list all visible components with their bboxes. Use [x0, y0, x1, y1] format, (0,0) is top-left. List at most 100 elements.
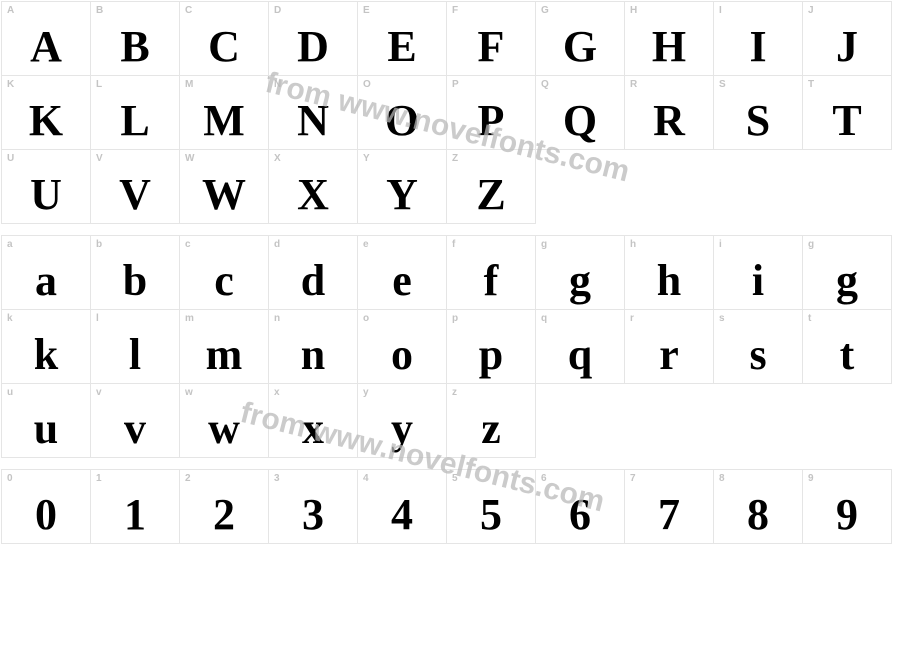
cell-label: S [719, 79, 726, 90]
cell-glyph: 6 [536, 493, 624, 537]
cell-label: T [808, 79, 814, 90]
cell-glyph: J [803, 25, 891, 69]
cell-label: Q [541, 79, 549, 90]
cell-label: q [541, 313, 547, 324]
cell-label: J [808, 5, 814, 16]
cell-glyph: t [803, 333, 891, 377]
cell-glyph: B [91, 25, 179, 69]
cell-label: O [363, 79, 371, 90]
cell-glyph: 2 [180, 493, 268, 537]
glyph-cell: MM [179, 75, 269, 150]
glyph-row: KKLLMMNNOOPPQQRRSSTT [2, 76, 909, 150]
glyph-cell: DD [268, 1, 358, 76]
glyph-cell: vv [90, 383, 180, 458]
cell-glyph: C [180, 25, 268, 69]
cell-glyph: O [358, 99, 446, 143]
glyph-cell: LL [90, 75, 180, 150]
glyph-cell: AA [1, 1, 91, 76]
cell-label: w [185, 387, 193, 398]
cell-label: Y [363, 153, 370, 164]
cell-label: 7 [630, 473, 636, 484]
cell-glyph: 7 [625, 493, 713, 537]
glyph-cell: gg [802, 235, 892, 310]
glyph-row: UUVVWWXXYYZZ [2, 150, 909, 224]
glyph-cell: ww [179, 383, 269, 458]
glyph-cell: ZZ [446, 149, 536, 224]
glyph-cell: OO [357, 75, 447, 150]
cell-label: t [808, 313, 811, 324]
cell-label: H [630, 5, 637, 16]
glyph-cell: cc [179, 235, 269, 310]
cell-glyph: N [269, 99, 357, 143]
glyph-cell: ii [713, 235, 803, 310]
cell-glyph: d [269, 259, 357, 303]
glyph-cell: ll [90, 309, 180, 384]
glyph-cell: 11 [90, 469, 180, 544]
cell-glyph: v [91, 407, 179, 451]
cell-glyph: I [714, 25, 802, 69]
cell-label: A [7, 5, 14, 16]
cell-label: f [452, 239, 455, 250]
cell-glyph: 0 [2, 493, 90, 537]
cell-label: 0 [7, 473, 13, 484]
cell-label: y [363, 387, 369, 398]
cell-label: P [452, 79, 459, 90]
cell-label: E [363, 5, 370, 16]
cell-label: p [452, 313, 458, 324]
cell-label: 9 [808, 473, 814, 484]
glyph-cell: RR [624, 75, 714, 150]
glyph-cell: uu [1, 383, 91, 458]
cell-glyph: P [447, 99, 535, 143]
cell-label: d [274, 239, 280, 250]
cell-glyph: k [2, 333, 90, 377]
glyph-cell: JJ [802, 1, 892, 76]
cell-glyph: G [536, 25, 624, 69]
glyph-cell: aa [1, 235, 91, 310]
glyph-cell: 99 [802, 469, 892, 544]
glyph-row: 00112233445566778899 [2, 470, 909, 544]
glyph-cell: tt [802, 309, 892, 384]
glyph-cell: WW [179, 149, 269, 224]
glyph-cell: ee [357, 235, 447, 310]
cell-glyph: M [180, 99, 268, 143]
cell-glyph: e [358, 259, 446, 303]
glyph-cell: oo [357, 309, 447, 384]
glyph-block: AABBCCDDEEFFGGHHIIJJKKLLMMNNOOPPQQRRSSTT… [2, 2, 909, 224]
cell-glyph: u [2, 407, 90, 451]
cell-label: L [96, 79, 102, 90]
cell-glyph: Z [447, 173, 535, 217]
cell-label: C [185, 5, 192, 16]
cell-label: B [96, 5, 103, 16]
cell-label: v [96, 387, 102, 398]
cell-glyph: 8 [714, 493, 802, 537]
cell-label: F [452, 5, 458, 16]
cell-label: M [185, 79, 193, 90]
cell-glyph: f [447, 259, 535, 303]
glyph-cell: BB [90, 1, 180, 76]
cell-label: c [185, 239, 191, 250]
cell-label: o [363, 313, 369, 324]
glyph-cell: zz [446, 383, 536, 458]
cell-label: G [541, 5, 549, 16]
cell-label: V [96, 153, 103, 164]
cell-label: n [274, 313, 280, 324]
cell-glyph: w [180, 407, 268, 451]
glyph-cell: 77 [624, 469, 714, 544]
cell-glyph: a [2, 259, 90, 303]
cell-glyph: l [91, 333, 179, 377]
cell-label: h [630, 239, 636, 250]
cell-label: l [96, 313, 99, 324]
glyph-cell: dd [268, 235, 358, 310]
glyph-cell: KK [1, 75, 91, 150]
glyph-cell: 88 [713, 469, 803, 544]
cell-glyph: E [358, 25, 446, 69]
cell-label: R [630, 79, 637, 90]
cell-glyph: X [269, 173, 357, 217]
glyph-cell: UU [1, 149, 91, 224]
cell-glyph: q [536, 333, 624, 377]
glyph-row: aabbccddeeffgghhiigg [2, 236, 909, 310]
cell-label: b [96, 239, 102, 250]
cell-label: u [7, 387, 13, 398]
cell-label: 4 [363, 473, 369, 484]
glyph-cell: mm [179, 309, 269, 384]
